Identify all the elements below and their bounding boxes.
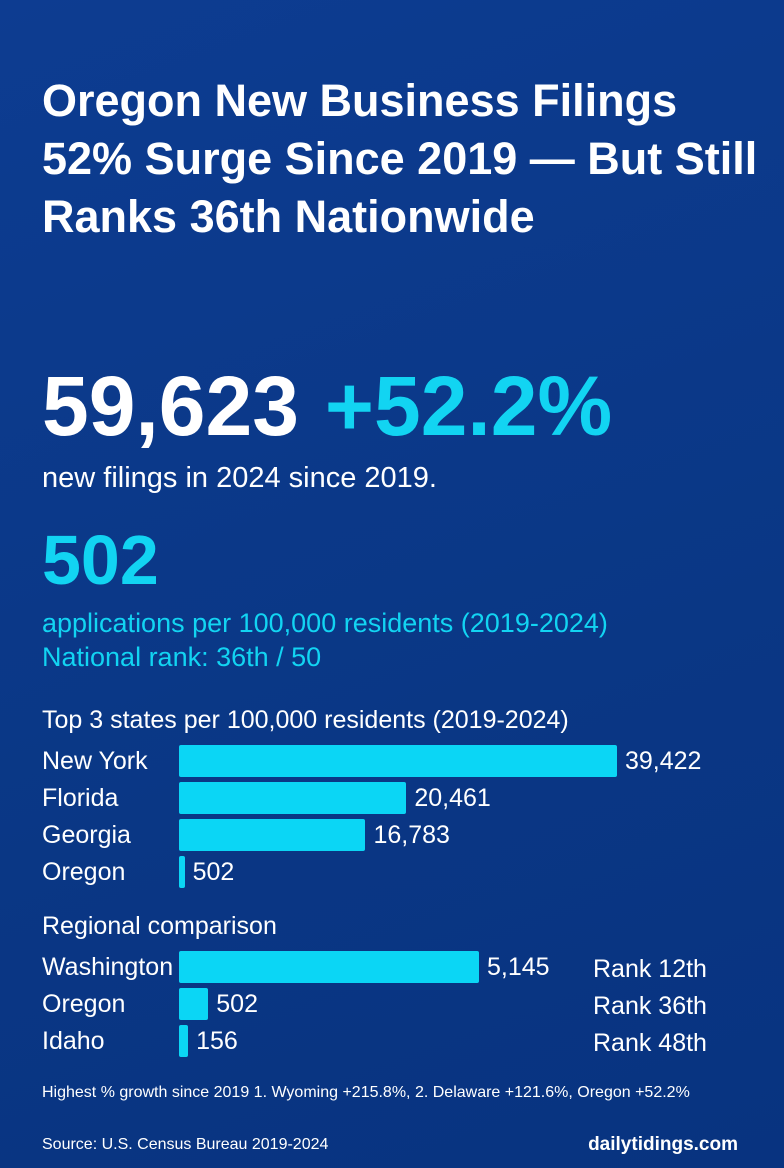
national-rank: National rank: 36th / 50 <box>42 642 322 672</box>
headline-stats: 59,623 +52.2% <box>42 358 612 455</box>
bar-value: 16,783 <box>373 821 450 849</box>
bar-value: 502 <box>192 858 235 886</box>
bar-value: 20,461 <box>414 784 491 812</box>
total-filings: 59,623 <box>42 359 299 453</box>
rank-label: Rank 48th <box>593 1029 707 1057</box>
headline-title: Oregon New Business Filings 52% Surge Si… <box>42 75 758 242</box>
bar-value: 5,145 <box>487 953 550 981</box>
bar <box>179 745 617 777</box>
top-states-title: Top 3 states per 100,000 residents (2019… <box>42 706 569 734</box>
source-credit: Source: U.S. Census Bureau 2019-2024 <box>42 1136 329 1153</box>
bar <box>179 951 479 983</box>
regional-title: Regional comparison <box>42 912 277 940</box>
bar-value: 502 <box>216 990 258 1018</box>
per-capita-value: 502 <box>42 521 159 599</box>
bar-label: Idaho <box>42 1027 105 1055</box>
growth-percent: +52.2% <box>324 359 613 453</box>
bar-label: Oregon <box>42 858 126 886</box>
rank-label: Rank 12th <box>593 955 707 983</box>
brand-logo[interactable]: dailytidings.com <box>588 1134 738 1155</box>
bar <box>179 782 407 814</box>
per-capita-caption: applications per 100,000 residents (2019… <box>42 606 608 674</box>
bar <box>179 819 366 851</box>
per-capita-label: applications per 100,000 residents (2019… <box>42 608 608 638</box>
bar-label: Georgia <box>42 821 131 849</box>
filings-caption: new filings in 2024 since 2019. <box>42 462 437 494</box>
bar-value: 156 <box>196 1027 238 1055</box>
bar-label: Oregon <box>42 990 126 1018</box>
rank-label: Rank 36th <box>593 992 707 1020</box>
bar-label: Washington <box>42 953 174 981</box>
bar-value: 39,422 <box>625 747 702 775</box>
bar-label: New York <box>42 747 148 775</box>
bar-label: Florida <box>42 784 119 812</box>
growth-note: Highest % growth since 2019 1. Wyoming +… <box>42 1084 690 1101</box>
bar <box>179 856 185 888</box>
bar <box>179 1025 189 1057</box>
bar <box>179 988 209 1020</box>
